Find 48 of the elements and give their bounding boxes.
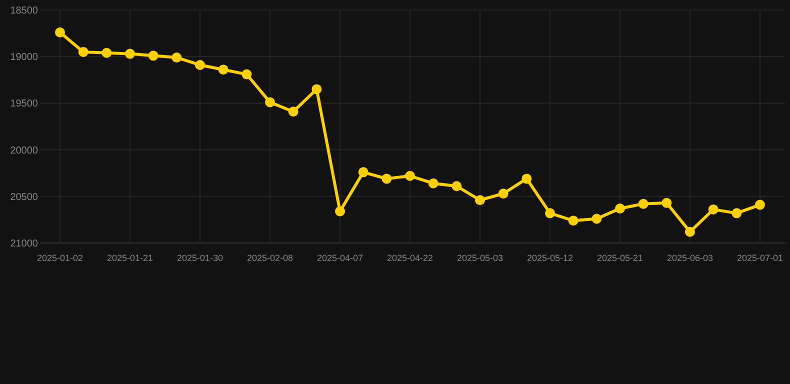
point: [102, 48, 112, 58]
point: [358, 167, 368, 178]
point: [428, 178, 438, 188]
point: [78, 46, 88, 57]
point: [568, 216, 578, 226]
x-tick-label: 2025-05-12: [526, 253, 574, 263]
point: [172, 52, 182, 63]
point: [288, 106, 298, 117]
y-tick-label: 20500: [10, 192, 38, 203]
y-tick-label: 21000: [10, 238, 38, 250]
point: [475, 195, 485, 206]
point: [312, 84, 322, 94]
point: [148, 50, 158, 61]
y-tick-label: 18500: [10, 6, 38, 16]
point: [382, 174, 392, 184]
point: [732, 208, 742, 218]
y-tick-label: 20000: [10, 145, 38, 156]
x-tick-label: 2025-05-21: [596, 253, 644, 263]
x-tick-label: 2025-01-30: [176, 253, 224, 263]
point: [452, 181, 462, 192]
point: [195, 60, 205, 70]
x-tick-label: 2025-02-08: [246, 253, 294, 263]
point: [708, 204, 718, 214]
point: [55, 27, 65, 38]
point: [125, 48, 135, 59]
point: [242, 69, 252, 80]
point: [265, 97, 275, 108]
point: [522, 174, 532, 184]
y-tick-label: 19000: [10, 52, 38, 64]
x-tick-label: 2025-01-02: [36, 253, 84, 263]
y-tick-label: 19500: [10, 98, 38, 110]
point: [405, 170, 415, 181]
point: [638, 198, 648, 209]
point: [498, 188, 508, 199]
x-tick-label: 2025-07-01: [736, 253, 784, 263]
point: [545, 208, 555, 218]
x-tick-label: 2025-01-21: [106, 253, 154, 263]
point: [755, 200, 765, 210]
point: [615, 204, 625, 214]
x-tick-label: 2025-04-07: [316, 253, 364, 263]
x-tick-label: 2025-04-22: [386, 253, 434, 263]
x-tick-label: 2025-05-03: [456, 253, 504, 263]
x-tick-label: 2025-06-03: [666, 253, 714, 263]
point: [662, 198, 672, 208]
point: [685, 226, 695, 237]
point: [218, 64, 228, 75]
point: [592, 214, 602, 224]
point: [335, 206, 345, 216]
